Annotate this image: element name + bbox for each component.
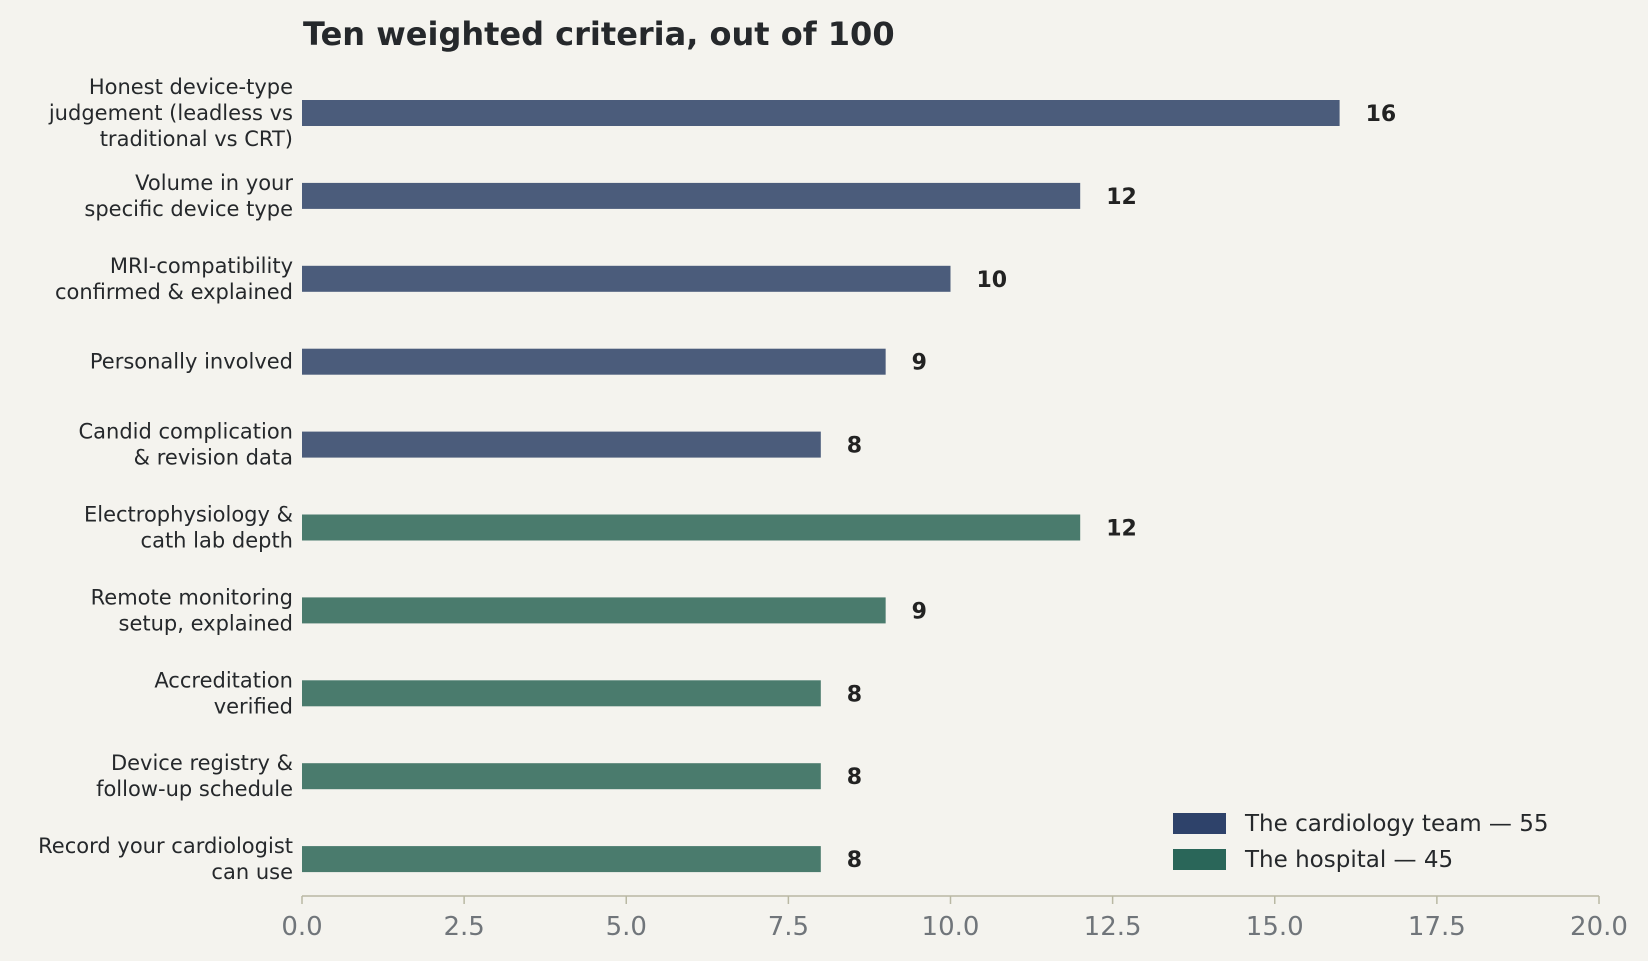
category-label: Device registry & [111, 751, 293, 775]
category-label: cath lab depth [141, 529, 293, 553]
bar [302, 100, 1340, 126]
bar [302, 182, 1081, 209]
category-label: Accreditation [154, 668, 293, 692]
bar [302, 680, 821, 707]
bar-value-label: 9 [912, 599, 927, 624]
category-label: Personally involved [90, 350, 293, 374]
value-labels: 16 12 10 9 8 12 9 8 8 8 [847, 102, 1396, 873]
legend: The cardiology team — 55 The hospital — 4… [1173, 811, 1548, 873]
category-label: Electrophysiology & [84, 503, 293, 527]
category-label: & revision data [134, 446, 293, 470]
x-tick-label: 15.0 [1246, 912, 1304, 942]
x-tick-label: 10.0 [922, 912, 980, 942]
category-label: Remote monitoring [91, 585, 293, 609]
category-label: Volume in your [135, 171, 293, 195]
bar-value-label: 8 [847, 682, 862, 707]
category-label: Honest device-type [89, 75, 293, 99]
bars-group [302, 100, 1340, 873]
category-label: traditional vs CRT) [100, 127, 293, 151]
x-tick-label: 2.5 [443, 912, 484, 942]
bar [302, 514, 1081, 541]
category-label: specific device type [84, 197, 293, 221]
category-label: verified [214, 694, 293, 718]
category-label: confirmed & explained [55, 280, 293, 304]
bar-value-label: 8 [847, 848, 862, 873]
category-label: judgement (leadless vs [48, 101, 293, 125]
x-tick-label: 5.0 [606, 912, 647, 942]
x-tick-label: 0.0 [281, 912, 322, 942]
bar [302, 597, 886, 624]
x-tick-label: 12.5 [1084, 912, 1142, 942]
chart-title: Ten weighted criteria, out of 100 [303, 15, 895, 53]
bar [302, 265, 951, 292]
bar [302, 348, 886, 375]
legend-label: The hospital — 45 [1244, 847, 1453, 873]
x-tick-label: 20.0 [1570, 912, 1628, 942]
legend-swatch [1173, 813, 1226, 834]
bar [302, 846, 821, 873]
category-label: MRI-compatibility [110, 254, 293, 278]
x-tick-label: 7.5 [768, 912, 809, 942]
bar-value-label: 12 [1106, 517, 1137, 542]
category-label: Record your cardiologist [38, 834, 293, 858]
x-tick-label: 17.5 [1408, 912, 1466, 942]
category-label: can use [211, 860, 293, 884]
bar-value-label: 9 [912, 351, 927, 376]
category-label: follow-up schedule [96, 777, 293, 801]
legend-label: The cardiology team — 55 [1244, 811, 1548, 837]
bar-value-label: 10 [977, 268, 1008, 293]
bar-value-label: 16 [1366, 102, 1397, 127]
category-label: setup, explained [119, 611, 294, 635]
legend-swatch [1173, 849, 1226, 870]
bar-value-label: 8 [847, 765, 862, 790]
bar [302, 431, 821, 458]
bar [302, 763, 821, 790]
bar-value-label: 8 [847, 434, 862, 459]
bar-value-label: 12 [1106, 185, 1137, 210]
category-label: Candid complication [78, 420, 293, 444]
x-axis-ticks: 0.0 2.5 5.0 7.5 10.0 12.5 15.0 17.5 20.0 [281, 896, 1628, 942]
